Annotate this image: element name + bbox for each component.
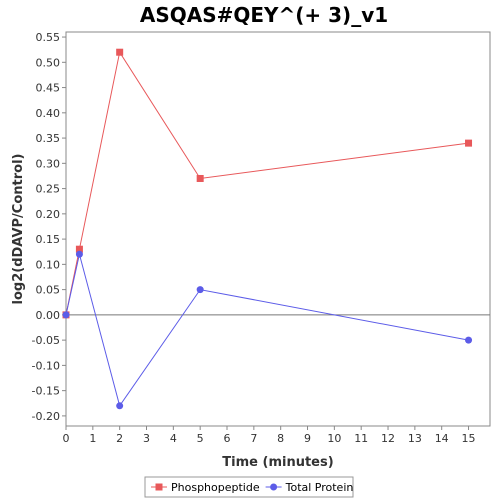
data-point <box>75 250 83 258</box>
plot-area <box>65 31 491 427</box>
y-tick-label: 0.30 <box>36 157 61 170</box>
x-tick-label: 5 <box>197 432 204 445</box>
y-tick-label: -0.05 <box>32 334 60 347</box>
x-axis-label: Time (minutes) <box>222 455 333 470</box>
y-tick-label: 0.45 <box>36 82 61 95</box>
x-tick-label: 8 <box>277 432 284 445</box>
legend-marker <box>155 483 163 491</box>
data-point <box>75 245 83 253</box>
legend-marker <box>270 483 278 491</box>
data-point <box>116 48 124 56</box>
x-tick-label: 11 <box>354 432 368 445</box>
data-point <box>196 286 204 294</box>
x-tick-label: 10 <box>327 432 341 445</box>
x-tick-label: 4 <box>170 432 177 445</box>
y-tick-label: 0.20 <box>36 208 61 221</box>
data-point <box>62 311 70 319</box>
y-tick-label: 0.40 <box>36 107 61 120</box>
y-axis-label: log2(dDAVP/Control) <box>11 154 26 305</box>
y-tick-label: -0.10 <box>32 359 60 372</box>
x-tick-label: 14 <box>435 432 449 445</box>
data-point <box>465 139 473 147</box>
series-layer <box>62 48 473 410</box>
x-tick-label: 9 <box>304 432 311 445</box>
legend-item: Total Protein <box>265 481 354 494</box>
x-tick-label: 13 <box>408 432 422 445</box>
legend-item: Phosphopeptide <box>151 481 260 494</box>
y-tick-label: 0.50 <box>36 56 61 69</box>
data-point <box>196 174 204 182</box>
legend-box <box>144 476 354 498</box>
y-tick-label: 0.00 <box>36 309 61 322</box>
x-tick-label: 1 <box>89 432 96 445</box>
y-axis: -0.20 -0.15 -0.10 -0.05 0.00 0.05 0.10 0.15 0.20… <box>32 31 66 423</box>
y-tick-label: 0.15 <box>36 233 61 246</box>
x-tick-label: 6 <box>224 432 231 445</box>
y-tick-label: -0.20 <box>32 410 60 423</box>
x-tick-label: 15 <box>462 432 476 445</box>
y-tick-label: -0.15 <box>32 385 60 398</box>
x-tick-label: 7 <box>250 432 257 445</box>
legend-label: Total Protein <box>285 481 354 494</box>
x-tick-label: 2 <box>116 432 123 445</box>
x-tick-label: 3 <box>143 432 150 445</box>
legend-label: Phosphopeptide <box>171 481 260 494</box>
x-axis: 0 1 2 3 4 5 6 7 8 9 10 11 12 13 14 15 <box>63 426 476 445</box>
x-tick-label: 12 <box>381 432 395 445</box>
legend: Phosphopeptide Total Protein <box>144 476 354 498</box>
series-2 <box>62 250 473 410</box>
y-tick-label: 0.05 <box>36 284 61 297</box>
chart-title: ASQAS#QEY^(+ 3)_v1 <box>140 3 388 27</box>
y-tick-label: 0.10 <box>36 258 61 271</box>
y-tick-label: 0.25 <box>36 183 61 196</box>
x-tick-label: 0 <box>63 432 70 445</box>
data-point <box>465 336 473 344</box>
data-point <box>116 402 124 410</box>
y-tick-label: 0.35 <box>36 132 61 145</box>
y-tick-label: 0.55 <box>36 31 61 44</box>
